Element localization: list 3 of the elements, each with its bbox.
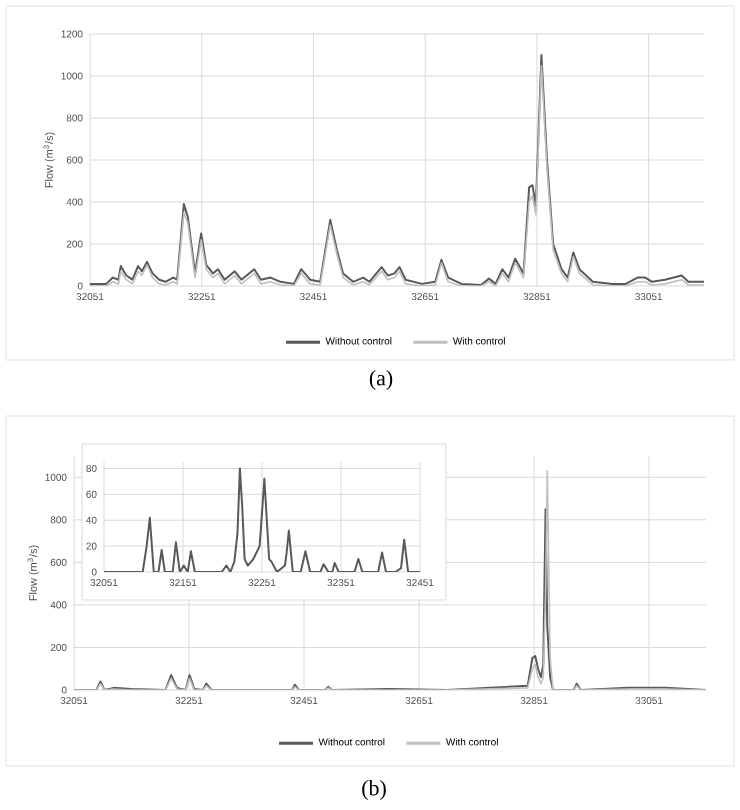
text: (a) xyxy=(369,370,393,390)
text: (b) xyxy=(362,780,386,800)
line-series xyxy=(104,467,420,572)
